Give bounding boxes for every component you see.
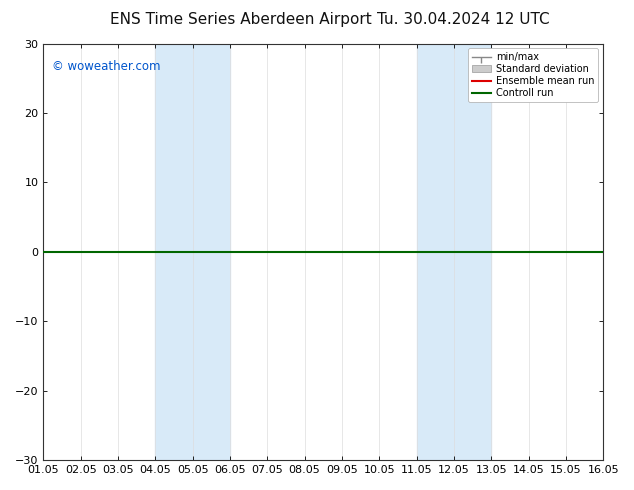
Bar <box>155 44 230 460</box>
Text: © woweather.com: © woweather.com <box>52 60 160 73</box>
Text: Tu. 30.04.2024 12 UTC: Tu. 30.04.2024 12 UTC <box>377 12 549 27</box>
Legend: min/max, Standard deviation, Ensemble mean run, Controll run: min/max, Standard deviation, Ensemble me… <box>468 49 598 102</box>
Text: ENS Time Series Aberdeen Airport: ENS Time Series Aberdeen Airport <box>110 12 372 27</box>
Bar <box>417 44 491 460</box>
